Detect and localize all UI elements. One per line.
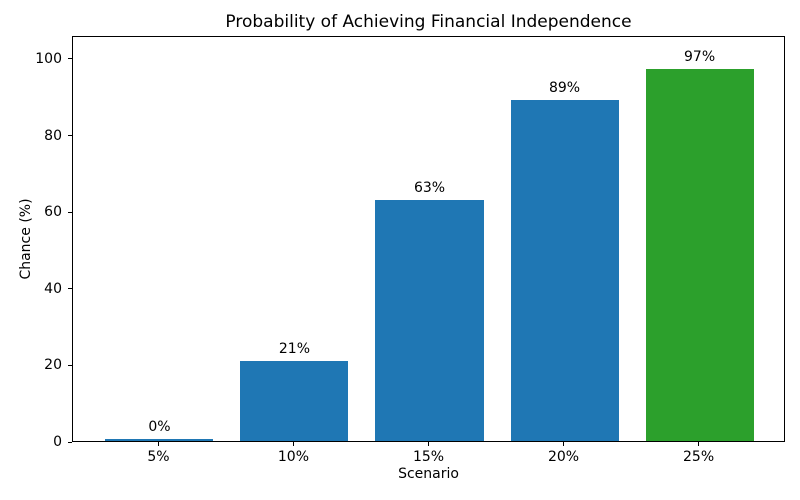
x-axis-label: Scenario <box>398 466 459 482</box>
x-tick-mark <box>698 442 700 446</box>
y-tick-mark <box>68 441 72 443</box>
bar-value-label: 63% <box>413 179 446 196</box>
y-tick-mark <box>68 288 72 290</box>
plot-area: 0% 21% 63% 89% 97% <box>72 36 785 442</box>
bar <box>375 199 484 441</box>
chart-title: Probability of Achieving Financial Indep… <box>225 12 632 32</box>
x-tick-label: 5% <box>147 449 170 465</box>
bar <box>645 69 754 441</box>
x-tick-label: 15% <box>412 449 445 465</box>
y-axis-label: Chance (%) <box>18 198 34 280</box>
bar <box>105 439 214 441</box>
y-tick-mark <box>68 58 72 60</box>
bar-value-label: 97% <box>684 49 716 66</box>
x-tick-label: 10% <box>277 449 310 465</box>
bar <box>240 360 349 441</box>
x-tick-mark <box>157 442 159 446</box>
y-tick-mark <box>68 364 72 366</box>
bar-value-label: 0% <box>148 419 171 435</box>
y-tick-label: 100 <box>35 50 62 67</box>
y-tick-label: 40 <box>44 280 62 297</box>
y-tick-label: 20 <box>44 357 62 374</box>
x-tick-mark <box>563 442 565 446</box>
y-tick-label: 80 <box>44 127 62 144</box>
bar-value-label: 21% <box>278 340 311 357</box>
x-tick-mark <box>428 442 429 446</box>
x-tick-mark <box>292 442 294 446</box>
x-tick-label: 20% <box>547 449 580 465</box>
y-tick-mark <box>68 211 72 213</box>
x-tick-label: 25% <box>683 449 715 465</box>
y-tick-mark <box>68 135 72 137</box>
bar-value-label: 89% <box>548 80 581 97</box>
y-tick-label: 60 <box>44 204 62 221</box>
bar <box>510 100 619 441</box>
y-tick-label: 0 <box>53 434 62 450</box>
